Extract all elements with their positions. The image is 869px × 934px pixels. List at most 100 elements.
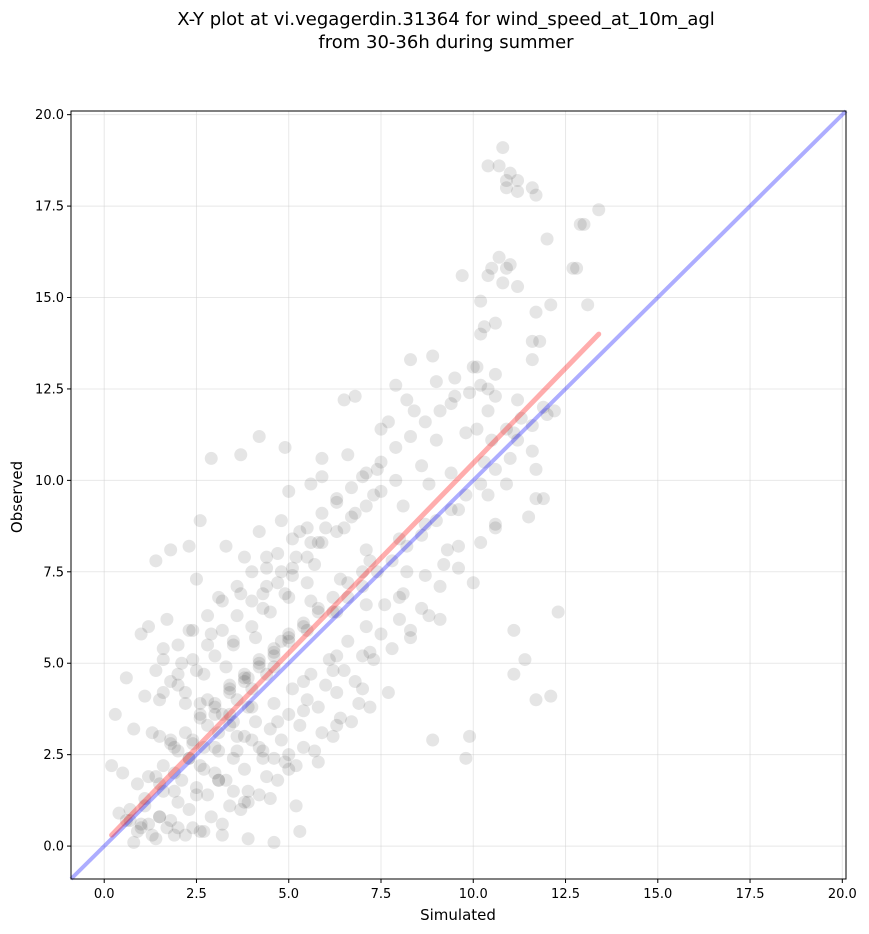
scatter-point	[245, 700, 259, 714]
scatter-point	[212, 773, 226, 787]
scatter-point	[499, 422, 513, 436]
scatter-point	[189, 788, 203, 802]
scatter-point	[215, 707, 229, 721]
x-tick-label: 10.0	[459, 887, 488, 902]
scatter-point	[204, 627, 218, 641]
scatter-point	[186, 623, 200, 637]
scatter-point	[481, 382, 495, 396]
scatter-point	[547, 404, 561, 418]
scatter-point	[592, 203, 606, 217]
scatter-point	[267, 642, 281, 656]
scatter-point	[330, 492, 344, 506]
scatter-point	[448, 389, 462, 403]
scatter-point	[488, 462, 502, 476]
scatter-point	[105, 759, 119, 773]
scatter-point	[167, 766, 181, 780]
scatter-point	[356, 649, 370, 663]
scatter-point	[448, 371, 462, 385]
scatter-point	[396, 499, 410, 513]
scatter-point	[212, 773, 226, 787]
scatter-point	[212, 744, 226, 758]
scatter-point	[223, 678, 237, 692]
scatter-point	[267, 660, 281, 674]
scatter-point	[581, 298, 595, 312]
scatter-point	[466, 360, 480, 374]
scatter-point	[297, 620, 310, 634]
scatter-point	[175, 773, 189, 787]
scatter-point	[282, 748, 296, 762]
scatter-point	[297, 704, 310, 718]
scatter-point	[485, 261, 499, 275]
scatter-point	[201, 718, 215, 732]
scatter-point	[311, 601, 325, 615]
scatter-point	[570, 261, 584, 275]
scatter-point	[308, 744, 322, 758]
scatter-point	[385, 642, 399, 656]
scatter-point	[525, 419, 539, 433]
scatter-point	[197, 667, 211, 681]
scatter-point	[499, 261, 513, 275]
scatter-point	[260, 561, 274, 575]
scatter-point	[488, 521, 502, 535]
scatter-point	[219, 660, 233, 674]
scatter-point	[237, 675, 251, 689]
scatter-point	[418, 517, 432, 531]
plot-frame	[70, 110, 847, 880]
scatter-point	[300, 693, 314, 707]
scatter-point	[182, 751, 196, 765]
scatter-point	[149, 664, 163, 678]
scatter-point	[337, 664, 351, 678]
scatter-point	[282, 762, 296, 776]
scatter-point	[182, 623, 196, 637]
scatter-point	[359, 466, 373, 480]
scatter-point	[252, 788, 266, 802]
scatter-point	[330, 495, 344, 509]
scatter-point	[260, 579, 274, 593]
scatter-point	[341, 576, 355, 590]
scatter-point	[138, 799, 152, 813]
scatter-point	[540, 232, 554, 246]
scatter-point	[278, 587, 292, 601]
scatter-point	[289, 799, 303, 813]
identity-line	[69, 109, 848, 881]
scatter-point	[208, 766, 222, 780]
scatter-point	[226, 634, 240, 648]
scatter-point	[245, 594, 259, 608]
scatter-point	[522, 510, 536, 524]
scatter-point	[326, 605, 340, 619]
y-axis-label: Observed	[8, 461, 26, 533]
scatter-point	[367, 488, 381, 502]
scatter-point	[370, 462, 384, 476]
scatter-point	[226, 784, 240, 798]
scatter-point	[311, 536, 325, 550]
scatter-point	[496, 276, 510, 290]
scatter-point	[293, 718, 307, 732]
scatter-point	[381, 685, 395, 699]
scatter-point	[315, 506, 329, 520]
scatter-point	[260, 770, 274, 784]
scatter-point	[193, 711, 207, 725]
scatter-point	[359, 598, 373, 612]
scatter-point	[164, 813, 178, 827]
scatter-point	[474, 477, 488, 491]
scatter-point	[130, 824, 144, 838]
scatter-point	[525, 444, 539, 458]
scatter-point	[226, 638, 240, 652]
scatter-point	[212, 726, 226, 740]
scatter-point	[293, 824, 307, 838]
scatter-point	[488, 517, 502, 531]
scatter-point	[352, 696, 366, 710]
scatter-point	[142, 770, 155, 784]
scatter-point	[300, 550, 314, 564]
scatter-point	[260, 667, 274, 681]
scatter-point	[400, 565, 414, 579]
scatter-point	[260, 550, 274, 564]
scatter-point	[197, 762, 211, 776]
scatter-point	[326, 729, 340, 743]
scatter-point	[134, 627, 148, 641]
scatter-point	[507, 426, 521, 440]
scatter-point	[488, 389, 502, 403]
scatter-point	[189, 664, 203, 678]
scatter-point	[178, 828, 192, 842]
